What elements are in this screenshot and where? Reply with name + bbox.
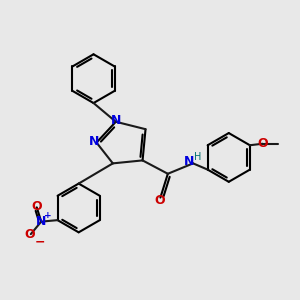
Text: −: − [34,235,45,248]
Text: O: O [25,228,35,241]
Text: O: O [154,194,165,207]
Text: H: H [194,152,201,162]
Text: +: + [44,211,52,220]
Text: N: N [89,136,99,148]
Text: N: N [184,155,195,168]
Text: O: O [257,137,268,150]
Text: N: N [111,114,121,127]
Text: N: N [36,215,46,228]
Text: O: O [32,200,42,213]
